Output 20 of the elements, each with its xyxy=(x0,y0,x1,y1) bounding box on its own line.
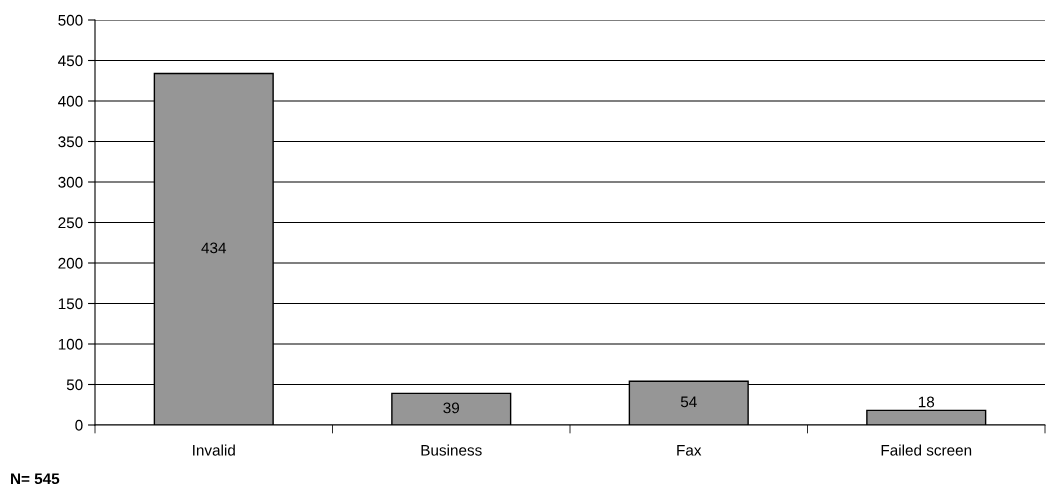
y-tick-label: 250 xyxy=(58,217,83,229)
y-tick-label: 400 xyxy=(58,95,83,107)
x-tick-label: Invalid xyxy=(193,444,235,456)
data-label: 54 xyxy=(680,396,697,408)
y-tick-label: 200 xyxy=(58,257,83,269)
y-tick-label: 300 xyxy=(58,176,83,188)
y-tick-label: 150 xyxy=(58,298,83,310)
x-tick-label: Failed screen xyxy=(881,444,972,456)
data-label: 434 xyxy=(201,242,227,254)
y-tick-label: 350 xyxy=(58,136,83,148)
text: N= 545 xyxy=(11,473,60,485)
y-tick-label: 100 xyxy=(58,338,83,350)
x-tick-label: Business xyxy=(421,444,482,456)
x-tick-label: Fax xyxy=(677,445,702,456)
y-tick-label: 50 xyxy=(66,379,83,391)
y-tick-label: 450 xyxy=(58,55,83,67)
y-tick-label: 500 xyxy=(58,14,83,26)
data-label: 39 xyxy=(443,402,460,414)
y-tick-label: 0 xyxy=(75,419,83,431)
data-label: 18 xyxy=(918,396,935,408)
